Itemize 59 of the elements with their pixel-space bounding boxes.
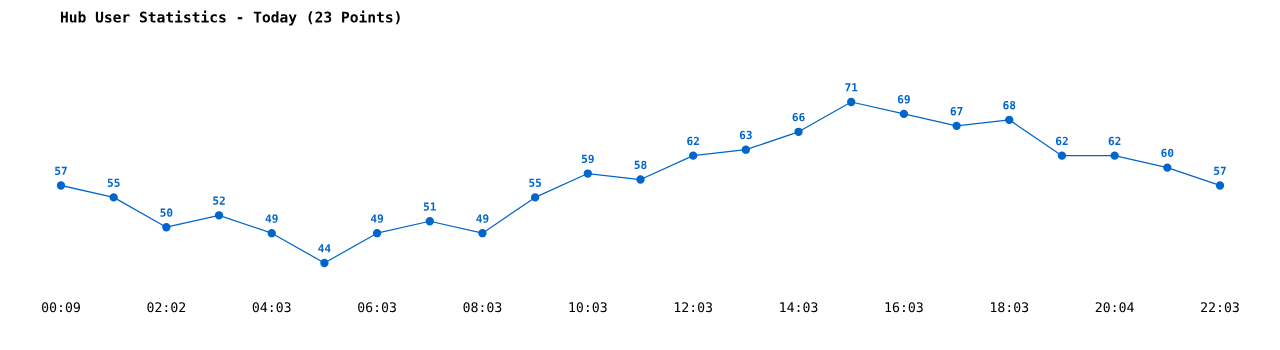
data-label: 50 — [160, 208, 173, 217]
point — [267, 229, 276, 238]
x-tick-label: 06:03 — [358, 302, 396, 313]
data-label: 55 — [107, 178, 120, 187]
point — [583, 169, 592, 178]
point — [899, 109, 909, 119]
point — [214, 211, 224, 220]
x-tick-label: 22:03 — [1201, 302, 1239, 313]
point — [1163, 163, 1172, 172]
point — [1005, 115, 1014, 125]
data-label: 55 — [529, 178, 542, 187]
data-label: 67 — [950, 106, 963, 116]
point — [794, 127, 803, 136]
point — [320, 258, 329, 268]
x-tick-label: 00:09 — [42, 302, 80, 313]
point — [56, 181, 66, 190]
data-label: 44 — [318, 244, 331, 253]
point — [478, 229, 487, 238]
data-label: 57 — [55, 166, 67, 175]
data-label: 62 — [687, 136, 699, 146]
data-label: 58 — [634, 160, 647, 170]
chart-title: Hub User Statistics - Today (23 Points) — [60, 10, 400, 26]
data-label: 62 — [1055, 136, 1068, 146]
point — [741, 145, 751, 154]
x-tick-label: 16:03 — [885, 302, 923, 313]
data-label: 51 — [423, 202, 436, 211]
data-label: 68 — [1003, 101, 1016, 110]
point — [847, 97, 856, 107]
data-label: 49 — [476, 214, 489, 223]
point — [530, 193, 540, 202]
point — [425, 217, 434, 226]
point — [109, 193, 118, 202]
data-label: 62 — [1108, 136, 1121, 146]
point — [162, 223, 171, 232]
point — [952, 121, 961, 131]
data-label: 52 — [213, 196, 225, 205]
data-label: 59 — [581, 154, 594, 164]
point — [372, 229, 382, 238]
x-tick-label: 14:03 — [780, 302, 818, 313]
data-label: 69 — [897, 95, 910, 104]
data-label: 71 — [845, 83, 858, 92]
point — [1057, 151, 1067, 160]
point — [689, 151, 698, 160]
x-tick-label: 20:04 — [1095, 302, 1134, 313]
point — [1110, 151, 1119, 160]
data-label: 63 — [739, 130, 752, 140]
point — [1215, 181, 1225, 190]
x-tick-label: 02:02 — [147, 302, 186, 313]
data-label: 60 — [1161, 148, 1174, 158]
data-label: 49 — [370, 214, 384, 223]
data-label: 57 — [1214, 166, 1226, 175]
x-tick-label: 12:03 — [674, 302, 713, 313]
x-tick-label: 18:03 — [991, 302, 1029, 313]
data-label: 66 — [792, 112, 805, 122]
data-label: 49 — [265, 214, 278, 223]
point — [636, 175, 645, 184]
x-tick-label: 04:03 — [252, 302, 291, 313]
x-tick-label: 08:03 — [463, 302, 502, 313]
x-tick-label: 10:03 — [569, 302, 607, 313]
